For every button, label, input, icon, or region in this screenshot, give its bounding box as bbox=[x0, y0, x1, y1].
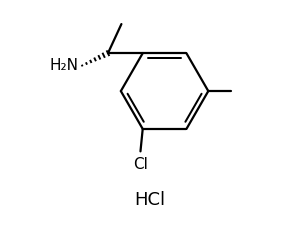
Text: H₂N: H₂N bbox=[49, 58, 78, 73]
Text: HCl: HCl bbox=[134, 191, 166, 209]
Text: Cl: Cl bbox=[133, 157, 148, 172]
